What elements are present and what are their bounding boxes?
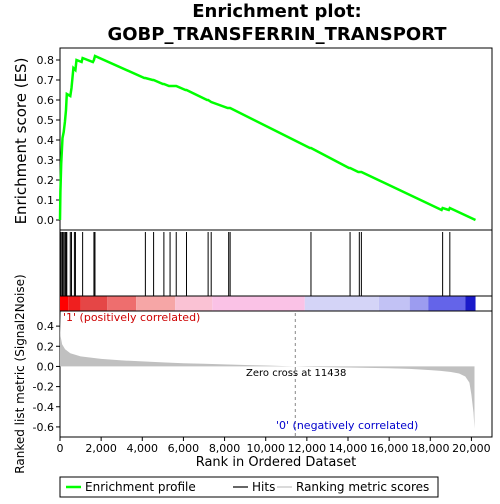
metric-y-tick-label: 0.2 — [37, 340, 55, 353]
colorbar-segment — [107, 296, 137, 311]
x-tick-label: 10,000 — [246, 442, 285, 455]
colorbar-segment — [465, 296, 476, 311]
colorbar-segment — [175, 296, 213, 311]
enrichment-profile-line — [58, 54, 477, 222]
es-y-tick-label: 0.8 — [37, 54, 55, 67]
metric-panel — [59, 310, 493, 438]
colorbar-segment — [304, 296, 379, 311]
colorbar-segment — [409, 296, 429, 311]
colorbar-segment — [136, 296, 176, 311]
metric-y-tick-label: 0.0 — [37, 360, 55, 373]
es-y-tick-label: 0.3 — [37, 154, 55, 167]
x-tick-label: 20,000 — [452, 442, 491, 455]
es-y-tick-label: 0.0 — [37, 214, 55, 227]
metric-y-ticks: 0.4 0.2 0.0 -0.2 -0.4 -0.6 — [33, 320, 60, 434]
x-tick-label: 6,000 — [168, 442, 200, 455]
colorbar-segment — [378, 296, 410, 311]
hit-markers — [59, 232, 451, 296]
legend-box — [59, 476, 439, 498]
x-tick-label: 0 — [57, 442, 64, 455]
x-tick-label: 16,000 — [370, 442, 409, 455]
ranking-colorbar — [60, 296, 476, 311]
es-y-tick-label: 0.2 — [37, 174, 55, 187]
chart-title-line1: Enrichment plot: — [192, 1, 362, 22]
x-tick-label: 8,000 — [209, 442, 241, 455]
legend-enrichment-profile-label: Enrichment profile — [85, 480, 196, 494]
colorbar-segment — [212, 296, 305, 311]
colorbar-segment — [68, 296, 81, 311]
legend-hits-label: Hits — [252, 480, 275, 494]
es-y-tick-label: 0.7 — [37, 74, 55, 87]
x-tick-label: 14,000 — [329, 442, 368, 455]
es-y-ticks: 0.0 0.1 0.2 0.3 0.4 0.5 0.6 0.7 0.8 — [37, 54, 60, 227]
colorbar-segment — [60, 296, 69, 311]
es-y-tick-label: 0.4 — [37, 134, 55, 147]
legend-ranking-metric-label: Ranking metric scores — [296, 480, 429, 494]
x-tick-label: 18,000 — [411, 442, 450, 455]
es-y-tick-label: 0.6 — [37, 94, 55, 107]
positive-correlation-label: '1' (positively correlated) — [63, 311, 200, 324]
es-y-tick-label: 0.1 — [37, 194, 55, 207]
metric-y-tick-label: -0.6 — [33, 421, 54, 434]
metric-y-tick-label: 0.4 — [37, 320, 55, 333]
metric-y-tick-label: -0.4 — [33, 401, 54, 414]
es-y-tick-label: 0.5 — [37, 114, 55, 127]
x-axis-ticks: 0 2,000 4,000 6,000 8,000 10,000 12,000 14,000 1… — [57, 437, 491, 455]
x-tick-label: 12,000 — [288, 442, 327, 455]
zero-cross-label: Zero cross at 11438 — [246, 368, 346, 379]
negative-correlation-label: '0' (negatively correlated) — [276, 419, 418, 432]
es-y-axis-label: Enrichment score (ES) — [12, 58, 30, 225]
x-tick-label: 2,000 — [85, 442, 117, 455]
colorbar-segment — [80, 296, 108, 311]
x-tick-label: 4,000 — [127, 442, 159, 455]
x-axis-label: Rank in Ordered Dataset — [196, 455, 357, 470]
metric-y-tick-label: -0.2 — [33, 381, 54, 394]
colorbar-segment — [428, 296, 466, 311]
hits-panel — [59, 229, 493, 297]
metric-y-axis-label: Ranked list metric (Signal2Noise) — [13, 274, 27, 473]
chart-title-line2: GOBP_TRANSFERRIN_TRANSPORT — [107, 24, 447, 45]
